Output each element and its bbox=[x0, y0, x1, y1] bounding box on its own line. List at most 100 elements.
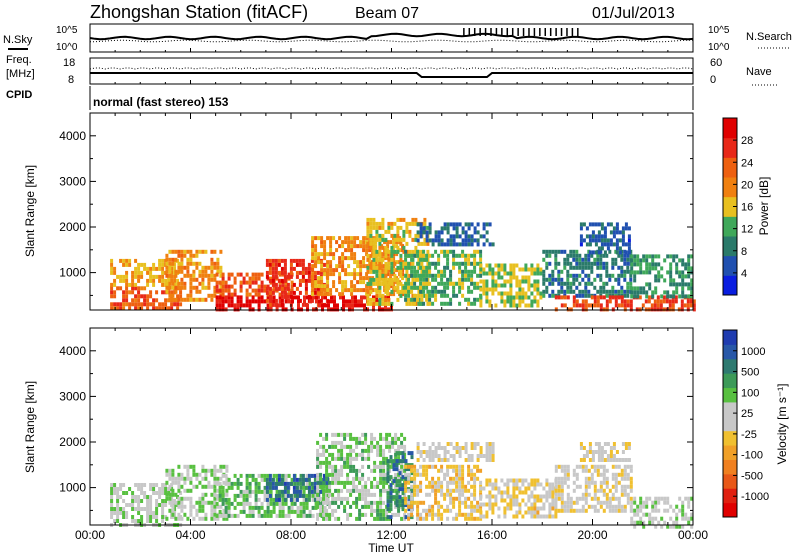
scatter-cell-0 bbox=[630, 290, 634, 295]
scatter-cell-0 bbox=[381, 233, 385, 238]
scatter-cell-0 bbox=[295, 286, 299, 291]
scatter-cell-0 bbox=[488, 242, 492, 247]
scatter-cell-0 bbox=[311, 292, 315, 297]
scatter-cell-0 bbox=[298, 282, 302, 287]
scatter-cell-0 bbox=[277, 278, 281, 283]
scatter-cell-0 bbox=[378, 289, 382, 294]
scatter-cell-1 bbox=[395, 459, 399, 464]
scatter-cell-1 bbox=[397, 456, 401, 461]
scatter-cell-0 bbox=[372, 237, 376, 242]
scatter-cell-1 bbox=[515, 486, 519, 491]
scatter-cell-1 bbox=[177, 512, 181, 517]
scatter-cell-1 bbox=[204, 512, 208, 517]
scatter-cell-1 bbox=[307, 493, 311, 498]
scatter-cell-1 bbox=[584, 476, 588, 481]
scatter-cell-0 bbox=[467, 222, 471, 227]
scatter-cell-0 bbox=[642, 254, 646, 259]
scatter-cell-1 bbox=[355, 436, 359, 441]
scatter-cell-0 bbox=[464, 273, 468, 278]
scatter-cell-1 bbox=[364, 448, 368, 453]
scatter-cell-0 bbox=[473, 253, 477, 258]
scatter-cell-0 bbox=[233, 292, 237, 297]
scatter-cell-1 bbox=[355, 500, 359, 505]
scatter-cell-0 bbox=[314, 248, 318, 253]
scatter-cell-0 bbox=[509, 299, 513, 304]
scatter-cell-0 bbox=[425, 257, 429, 262]
scatter-cell-0 bbox=[333, 307, 336, 312]
scatter-cell-0 bbox=[581, 293, 585, 298]
scatter-cell-1 bbox=[491, 482, 495, 487]
scatter-cell-0 bbox=[173, 266, 177, 271]
scatter-cell-1 bbox=[268, 481, 272, 486]
scatter-cell-1 bbox=[189, 496, 193, 501]
scatter-cell-0 bbox=[417, 301, 421, 306]
scatter-cell-1 bbox=[512, 478, 516, 483]
scatter-cell-0 bbox=[464, 238, 468, 243]
scatter-cell-1 bbox=[554, 480, 558, 485]
scatter-cell-0 bbox=[636, 286, 640, 291]
scatter-cell-0 bbox=[590, 265, 594, 270]
scatter-cell-0 bbox=[168, 293, 172, 298]
scatter-cell-1 bbox=[419, 500, 423, 505]
scatter-cell-0 bbox=[626, 281, 630, 286]
scatter-cell-1 bbox=[177, 500, 181, 505]
scatter-cell-1 bbox=[666, 500, 670, 505]
scatter-cell-1 bbox=[355, 476, 359, 481]
scatter-cell-1 bbox=[485, 494, 489, 499]
scatter-cell-1 bbox=[470, 492, 474, 497]
scatter-cell-1 bbox=[554, 514, 558, 519]
scatter-cell-1 bbox=[557, 464, 561, 469]
scatter-cell-1 bbox=[183, 476, 187, 481]
scatter-cell-1 bbox=[470, 504, 474, 509]
scatter-cell-0 bbox=[488, 271, 492, 276]
scatter-cell-1 bbox=[248, 473, 252, 478]
scatter-cell-0 bbox=[521, 279, 525, 284]
scatter-cell-0 bbox=[359, 240, 363, 245]
scatter-cell-1 bbox=[398, 499, 402, 504]
scatter-cell-0 bbox=[530, 303, 534, 308]
scatter-cell-1 bbox=[298, 477, 302, 482]
scatter-cell-0 bbox=[557, 261, 561, 266]
scatter-cell-1 bbox=[192, 504, 196, 509]
scatter-cell-0 bbox=[180, 249, 184, 254]
scatter-cell-1 bbox=[373, 500, 377, 505]
scatter-cell-0 bbox=[347, 244, 351, 249]
scatter-cell-1 bbox=[307, 485, 311, 490]
scatter-cell-1 bbox=[168, 472, 172, 477]
scatter-cell-1 bbox=[437, 484, 441, 489]
scatter-cell-1 bbox=[322, 488, 326, 493]
scatter-cell-1 bbox=[316, 476, 320, 481]
scatter-cell-1 bbox=[410, 468, 414, 473]
scatter-cell-1 bbox=[398, 487, 402, 492]
scatter-cell-1 bbox=[602, 508, 606, 513]
scatter-cell-0 bbox=[353, 244, 357, 249]
scatter-cell-1 bbox=[343, 504, 347, 509]
scatter-cell-1 bbox=[422, 442, 426, 446]
scatter-cell-0 bbox=[518, 287, 522, 292]
scatter-cell-1 bbox=[370, 512, 374, 517]
scatter-cell-0 bbox=[687, 262, 691, 267]
scatter-cell-0 bbox=[165, 265, 169, 270]
scatter-cell-1 bbox=[491, 506, 495, 511]
scatter-cell-0 bbox=[665, 307, 669, 312]
scatter-cell-1 bbox=[201, 484, 205, 489]
scatter-cell-0 bbox=[524, 295, 528, 300]
scatter-cell-0 bbox=[575, 303, 579, 308]
scatter-cell-1 bbox=[355, 488, 359, 493]
scatter-cell-1 bbox=[299, 501, 303, 506]
scatter-cell-0 bbox=[378, 257, 382, 262]
scatter-cell-0 bbox=[602, 289, 606, 294]
scatter-cell-1 bbox=[155, 491, 159, 495]
scatter-cell-0 bbox=[177, 249, 181, 254]
scatter-cell-1 bbox=[626, 496, 630, 501]
scatter-cell-0 bbox=[245, 295, 249, 300]
scatter-cell-1 bbox=[491, 450, 495, 454]
scatter-cell-0 bbox=[125, 274, 129, 279]
scatter-cell-0 bbox=[366, 269, 370, 274]
scatter-cell-1 bbox=[620, 488, 624, 493]
scatter-cell-1 bbox=[376, 484, 380, 489]
scatter-cell-1 bbox=[612, 446, 616, 450]
scatter-cell-0 bbox=[431, 261, 435, 266]
scatter-cell-1 bbox=[470, 454, 474, 458]
scatter-cell-1 bbox=[254, 485, 258, 490]
